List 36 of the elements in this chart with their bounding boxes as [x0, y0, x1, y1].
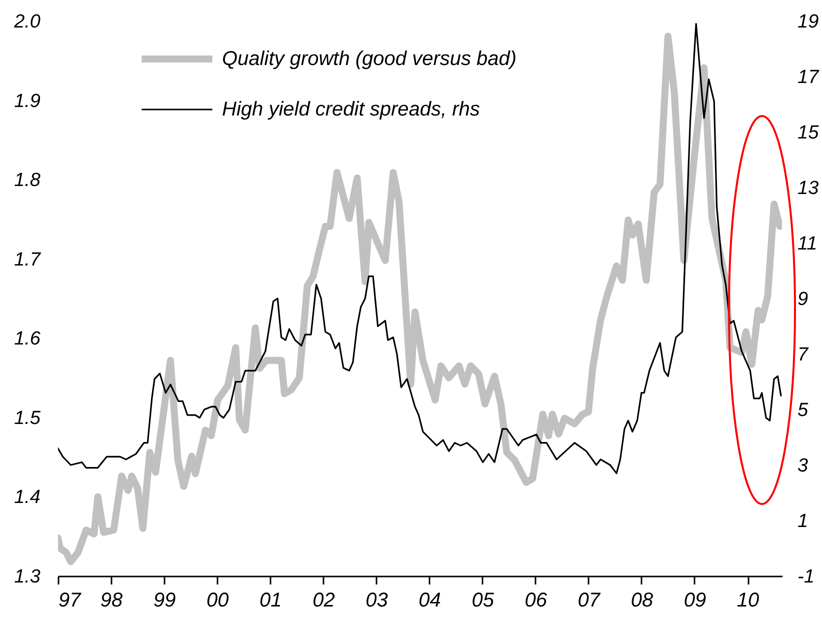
y2-tick-label: -1	[798, 566, 814, 588]
y2-tick-label: 17	[798, 67, 820, 88]
x-tick-label: 00	[206, 590, 229, 612]
y2-tick-label: 3	[798, 456, 808, 476]
y-tick-label: 1.4	[14, 487, 40, 508]
y-tick-label: 1.3	[14, 566, 41, 588]
x-tick-label: 05	[472, 590, 495, 612]
y2-tick-label: 19	[798, 12, 820, 32]
y2-tick-label: 9	[798, 289, 808, 310]
y-tick-label: 1.6	[14, 328, 41, 350]
x-tick-label: 99	[153, 590, 176, 612]
legend-label: High yield credit spreads, rhs	[222, 98, 480, 120]
x-tick-label: 02	[312, 590, 335, 612]
y-tick-label: 1.9	[14, 90, 41, 112]
x-tick-label: 97	[58, 590, 82, 612]
y2-tick-label: 5	[798, 400, 808, 421]
y2-tick-label: 11	[798, 234, 818, 254]
y2-tick-label: 7	[798, 344, 810, 366]
line-series	[58, 22, 782, 474]
x-tick-label: 10	[736, 590, 760, 612]
x-tick-label: 08	[630, 590, 654, 612]
y2-tick-label: 1	[798, 511, 808, 532]
y2-tick-label: 13	[798, 178, 820, 199]
x-tick-label: 98	[100, 590, 123, 612]
x-tick-label: 06	[524, 590, 548, 612]
x-tick-label: 03	[366, 590, 388, 612]
y-tick-label: 2.0	[13, 12, 41, 32]
y-tick-label: 1.8	[14, 170, 41, 192]
x-tick-label: 04	[418, 590, 441, 612]
x-tick-label: 09	[684, 590, 706, 612]
x-tick-label: 07	[578, 590, 601, 612]
y-tick-label: 1.5	[14, 408, 41, 429]
legend-label: Quality growth (good versus bad)	[222, 48, 517, 70]
x-tick-label: 01	[260, 590, 282, 612]
y-tick-label: 1.7	[14, 249, 42, 270]
y2-tick-label: 15	[798, 122, 820, 144]
